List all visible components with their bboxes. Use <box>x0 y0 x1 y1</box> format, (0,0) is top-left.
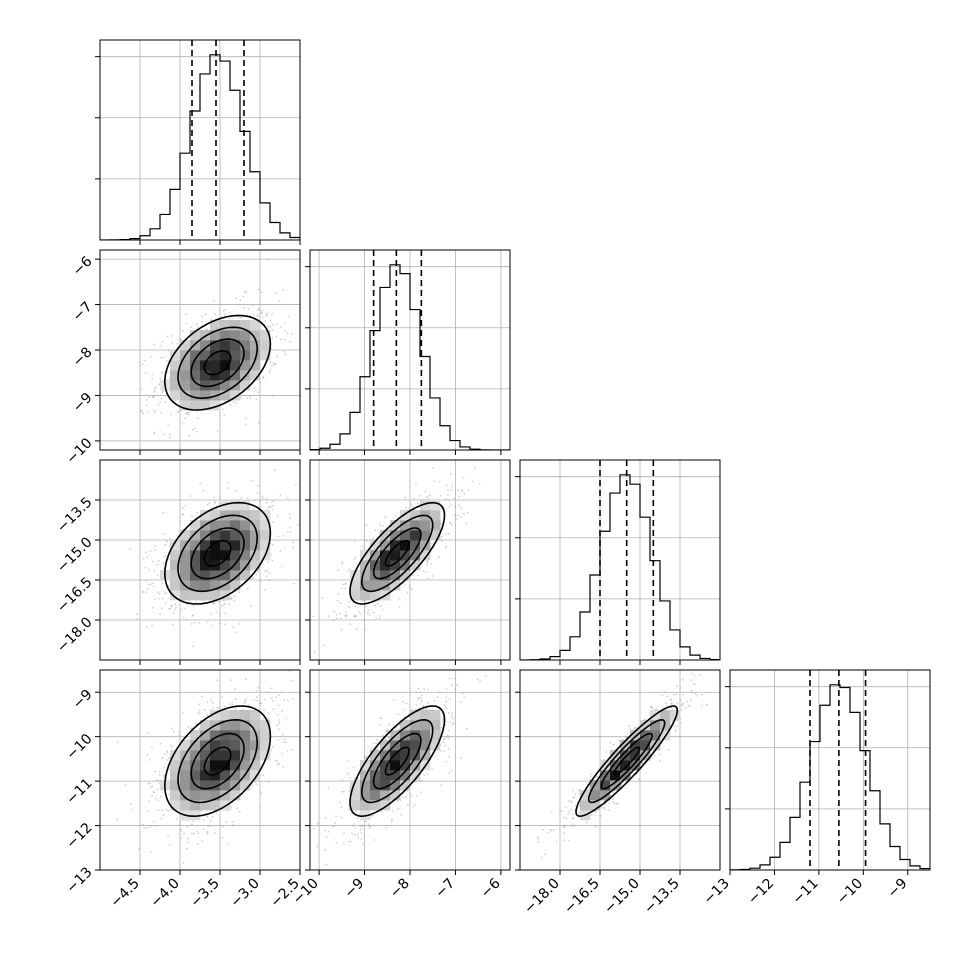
contour-1 <box>190 338 245 388</box>
contour-0 <box>203 746 232 776</box>
y-tick-label: −13 <box>63 864 95 896</box>
panel-0-0 <box>95 39 301 245</box>
histogram-3 <box>730 684 930 870</box>
grid-lines <box>310 670 510 870</box>
contour-3 <box>575 705 679 818</box>
histogram-1 <box>310 264 510 450</box>
contour-0 <box>203 350 232 376</box>
panel-frame <box>519 669 721 871</box>
x-tick-label: −9 <box>341 876 367 902</box>
x-tick-label: −4.0 <box>147 876 182 911</box>
contour-3 <box>163 314 272 411</box>
y-tick-label: −12 <box>63 820 95 852</box>
panel-frame <box>99 669 301 871</box>
panel-1-1 <box>305 249 511 455</box>
contour-2 <box>360 718 434 804</box>
contour-2 <box>177 718 259 804</box>
x-tick-label: −7 <box>432 876 458 902</box>
contour-1 <box>372 527 422 580</box>
y-tick-label: −8 <box>70 344 96 370</box>
x-tick-label: −13.5 <box>641 876 683 918</box>
y-tick-label: −13.5 <box>54 494 96 536</box>
contour-3 <box>349 705 446 818</box>
y-tick-label: −6 <box>70 253 96 279</box>
x-tick-label: −3.5 <box>187 876 222 911</box>
histogram-2 <box>520 474 720 660</box>
x-tick-label: −13 <box>701 876 733 908</box>
panel-frame <box>99 39 301 241</box>
contour-2 <box>177 514 259 593</box>
contour-1 <box>600 732 653 790</box>
density-cells <box>160 710 271 821</box>
density-cells <box>160 500 271 601</box>
panel-3-1: −10 −9 −8 −7 −6 <box>290 669 511 908</box>
contour-3 <box>163 705 272 818</box>
x-tick-label: −18.0 <box>521 876 563 918</box>
panel-frame <box>519 459 721 661</box>
panel-frame <box>99 459 301 661</box>
contour-3 <box>163 501 272 605</box>
y-tick-label: −16.5 <box>54 574 96 616</box>
contour-0 <box>384 746 410 776</box>
x-tick-label: −6 <box>478 875 504 901</box>
x-tick-label: −9 <box>885 876 911 902</box>
x-tick-label: −4.5 <box>107 876 142 911</box>
x-tick-label: −3.0 <box>227 876 262 911</box>
density-cells <box>580 710 681 821</box>
x-tick-label: −10 <box>834 876 866 908</box>
contour-2 <box>587 718 666 804</box>
x-tick-label: −8 <box>387 876 413 902</box>
contour-0 <box>384 539 410 567</box>
panel-2-0: −18.0−16.5−15.0−13.5 <box>54 459 301 665</box>
y-tick-label: −9 <box>70 390 96 416</box>
panel-frame <box>729 669 931 871</box>
contour-2 <box>360 514 434 593</box>
panel-2-1 <box>305 459 511 665</box>
panel-2-2 <box>515 459 721 665</box>
y-tick-label: −9 <box>70 687 96 713</box>
panel-3-0: −4.5 −4.0 −3.5 −3.0 −2.5−13−12−11−10−9 <box>63 669 303 911</box>
panel-1-0: −10 −9 −8 −7 −6 <box>63 249 301 467</box>
y-tick-label: −7 <box>70 299 96 325</box>
contour-1 <box>190 732 245 790</box>
x-tick-label: −15.0 <box>601 876 643 918</box>
x-tick-label: −12 <box>745 876 777 908</box>
contour-3 <box>349 501 446 605</box>
y-tick-label: −18.0 <box>54 614 96 656</box>
panel-3-2: −18.0−16.5−15.0−13.5 <box>515 669 721 918</box>
y-tick-label: −10 <box>63 435 95 467</box>
x-tick-label: −11 <box>790 876 822 908</box>
y-tick-label: −11 <box>63 775 95 807</box>
grid-lines <box>100 40 300 240</box>
x-tick-label: −16.5 <box>561 876 603 918</box>
contour-0 <box>203 539 232 567</box>
contour-2 <box>177 326 259 400</box>
panel-3-3: −13 −12 −11 −10 −9 <box>701 669 931 908</box>
y-tick-label: −10 <box>63 731 95 763</box>
contour-0 <box>613 746 641 776</box>
contour-1 <box>372 732 422 790</box>
histogram-0 <box>100 54 300 240</box>
contour-1 <box>190 527 245 580</box>
y-tick-label: −15.0 <box>54 534 96 576</box>
